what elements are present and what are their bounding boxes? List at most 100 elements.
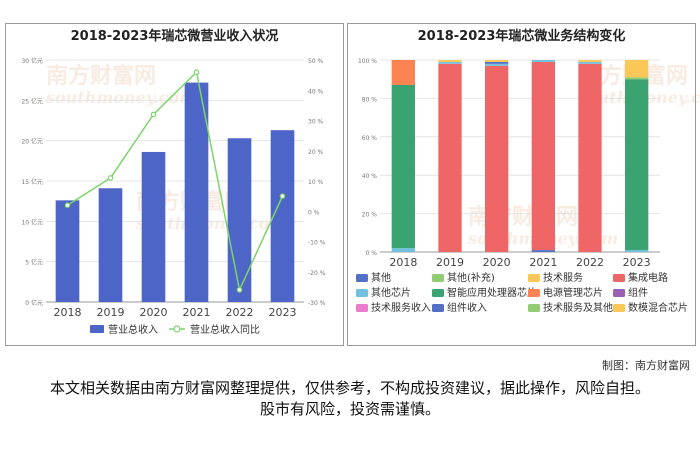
y2-tick-label: 50 % — [308, 58, 324, 65]
disclaimer-text: 本文相关数据由南方财富网整理提供，仅供参考，不构成投资建议，据此操作，风险自担。… — [50, 379, 651, 418]
y-tick-label: 60 % — [362, 135, 378, 142]
x-tick-label: 2023 — [269, 306, 297, 319]
y-tick-label: 0 % — [366, 250, 378, 257]
y-tick-label: 15 亿元 — [21, 178, 43, 186]
legend-label: 其他(补充) — [447, 271, 495, 284]
structure-chart: 0 % 20 % 40 % 60 % 80 % 100 % 2018 2019 2020 2021… — [356, 58, 688, 314]
stack-segment — [391, 84, 415, 249]
legend-label: 组件 — [628, 286, 648, 299]
legend-swatch — [432, 304, 444, 312]
stack-segment — [485, 65, 509, 252]
stack-segment — [391, 248, 415, 252]
y-tick-label: 30 亿元 — [21, 57, 43, 65]
legend-swatch — [528, 274, 540, 282]
revenue-chart: 0 亿元 5 亿元 10 亿元 15 亿元 20 亿元 25 亿元 30 亿元 -30 % -2… — [21, 57, 326, 336]
x-tick-label: 2022 — [576, 256, 604, 269]
legend-swatch — [613, 289, 625, 297]
x-tick-label: 2020 — [140, 306, 168, 319]
legend-swatch — [432, 289, 444, 297]
yoy-point — [64, 202, 71, 209]
legend-swatch — [528, 304, 540, 312]
stack-segment — [391, 60, 415, 85]
y-tick-label: 20 % — [362, 212, 378, 219]
revenue-bar — [227, 138, 252, 302]
legend-marker-yoy — [173, 325, 181, 333]
legend-swatch — [613, 274, 625, 282]
y2-tick-label: 40 % — [308, 88, 324, 95]
x-tick-label: 2019 — [436, 256, 464, 269]
legend-label: 技术服务及其他 — [543, 301, 613, 314]
legend-label: 集成电路 — [628, 271, 668, 284]
legend-swatch — [356, 304, 368, 312]
yoy-point — [193, 69, 200, 75]
legend-label: 其他芯片 — [371, 286, 411, 299]
legend-swatch-revenue — [90, 325, 104, 333]
legend-label: 技术服务 — [543, 271, 583, 284]
stack-segment — [531, 60, 555, 62]
y2-tick-label: 20 % — [308, 149, 324, 156]
legend-label: 智能应用处理器芯片 — [447, 286, 537, 299]
y-tick-label: 5 亿元 — [25, 259, 43, 267]
stack-segment — [485, 60, 509, 62]
x-tick-label: 2021 — [183, 306, 211, 319]
revenue-bar — [184, 82, 209, 302]
revenue-chart-title: 2018-2023年瑞芯微营业收入状况 — [70, 29, 279, 44]
y-tick-label: 10 亿元 — [21, 218, 43, 226]
y-tick-label: 80 % — [362, 96, 378, 103]
x-tick-label: 2021 — [529, 256, 557, 269]
stack-segment — [485, 63, 509, 66]
yoy-point — [150, 111, 157, 118]
revenue-bar — [141, 151, 166, 302]
stack-segment — [578, 61, 602, 64]
structure-chart-title: 2018-2023年瑞芯微业务结构变化 — [417, 29, 626, 44]
y2-tick-label: 0 % — [308, 209, 320, 216]
legend-label: 组件收入 — [447, 301, 487, 314]
stack-segment — [625, 79, 649, 251]
stack-segment — [578, 60, 602, 62]
y-tick-label: 40 % — [362, 173, 378, 180]
legend-label: 技术服务收入 — [371, 301, 431, 314]
yoy-line — [67, 70, 284, 293]
y2-tick-label: 30 % — [308, 119, 324, 126]
x-tick-label: 2023 — [623, 256, 651, 269]
y2-tick-label: -10 % — [308, 240, 326, 247]
stack-segment — [438, 60, 462, 62]
legend-label-revenue: 营业总收入 — [108, 323, 158, 336]
legend-label: 其他 — [371, 271, 391, 284]
legend-label: 数模混合芯片 — [628, 301, 688, 314]
stack-segment — [578, 63, 602, 253]
x-tick-label: 2022 — [226, 306, 254, 319]
stack-segment — [625, 60, 649, 78]
y-tick-label: 0 亿元 — [25, 299, 43, 307]
legend-swatch — [528, 289, 540, 297]
chart-credit: 制图：南方财富网 — [602, 359, 690, 372]
legend-swatch — [613, 304, 625, 312]
revenue-bar — [98, 188, 123, 302]
stack-segment — [531, 250, 555, 252]
x-tick-label: 2020 — [483, 256, 511, 269]
legend-label: 电源管理芯片 — [543, 286, 603, 299]
stack-segment — [625, 77, 649, 80]
y2-tick-label: 10 % — [308, 179, 324, 186]
revenue-bar — [55, 200, 80, 302]
yoy-point — [107, 175, 114, 181]
x-tick-label: 2018 — [54, 306, 82, 319]
y2-tick-label: -20 % — [308, 270, 326, 277]
stack-segment — [531, 61, 555, 251]
business-structure-panel: 2018-2023年瑞芯微业务结构变化 南方财富网 southmoney.com… — [347, 23, 700, 346]
stack-segment — [625, 250, 649, 252]
stack-segment — [485, 61, 509, 64]
legend-swatch — [356, 289, 368, 297]
legend-swatch — [432, 274, 444, 282]
y2-tick-label: -30 % — [308, 300, 326, 307]
x-tick-label: 2019 — [97, 306, 125, 319]
legend-swatch — [356, 274, 368, 282]
y-tick-label: 25 亿元 — [21, 97, 43, 105]
stack-segment — [438, 63, 462, 253]
revenue-chart-panel: 2018-2023年瑞芯微营业收入状况 南方财富网 southmoney.com… — [5, 23, 344, 346]
stack-segment — [438, 61, 462, 64]
legend-label-yoy: 营业总收入同比 — [190, 323, 260, 336]
y-tick-label: 100 % — [358, 58, 377, 65]
revenue-bar — [270, 130, 295, 302]
yoy-point — [279, 193, 286, 199]
